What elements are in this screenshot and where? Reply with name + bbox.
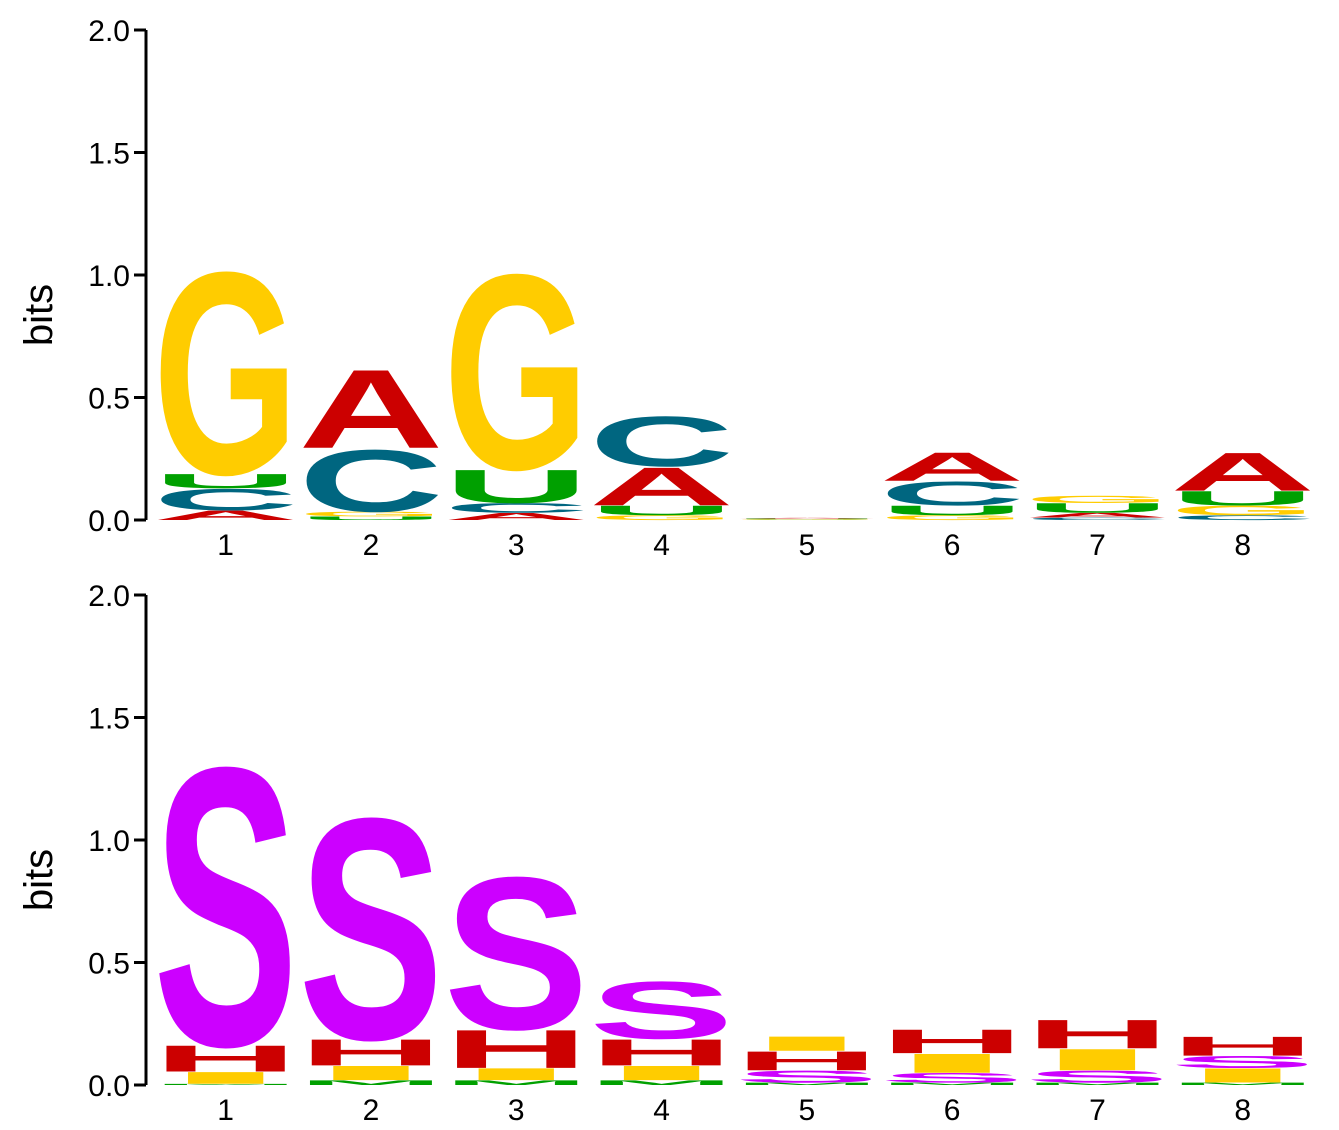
logo-letter-g: G <box>589 514 734 522</box>
y-tick-label: 0.0 <box>88 505 130 538</box>
x-tick-label: 8 <box>1234 1094 1251 1127</box>
logo-letter-m: M <box>444 1079 589 1087</box>
logo-letter-u: U <box>734 518 879 519</box>
x-tick-label: 6 <box>944 529 961 562</box>
logo-letter-c: C <box>444 500 589 515</box>
x-tick-label: 4 <box>653 1094 670 1127</box>
logo-letter-h: H <box>880 1022 1025 1060</box>
logo-letter-s: S <box>734 1067 879 1086</box>
logo-letter-c: C <box>1025 517 1170 521</box>
logo-letter-h: H <box>1025 1011 1170 1057</box>
x-tick-label: 2 <box>363 1094 380 1127</box>
logo-letter-g: G <box>880 514 1025 522</box>
logo-letter-u: U <box>444 460 589 513</box>
y-tick-label: 2.0 <box>88 580 130 613</box>
logo-letter-u: U <box>880 503 1025 518</box>
x-tick-label: 2 <box>363 529 380 562</box>
logo-letter-a: A <box>589 457 734 518</box>
x-tick-label: 5 <box>799 529 816 562</box>
y-tick-label: 1.0 <box>88 825 130 858</box>
logo-letter-u: U <box>153 470 298 493</box>
logo-letter-g: G <box>734 519 879 520</box>
logo-letter-a: A <box>153 508 298 523</box>
logo-letter-c: C <box>298 431 443 530</box>
logo-letter-m: M <box>589 1079 734 1087</box>
logo-letter-g: G <box>1025 494 1170 505</box>
logo-letter-i: I <box>444 1065 589 1084</box>
logo-letter-i: I <box>1170 1064 1315 1087</box>
logo-letter-a: A <box>1170 442 1315 503</box>
logo-letter-u: U <box>1025 500 1170 515</box>
logo-letter-a: A <box>444 511 589 522</box>
logo-letter-s: S <box>153 685 298 1130</box>
logo-letter-m: M <box>1025 1082 1170 1086</box>
logo-letter-m: M <box>1170 1082 1315 1086</box>
x-tick-label: 8 <box>1234 529 1251 562</box>
logo-letter-a: A <box>1025 511 1170 519</box>
y-tick-label: 0.0 <box>88 1070 130 1103</box>
logo-letter-i: I <box>1025 1043 1170 1077</box>
x-tick-label: 1 <box>217 529 234 562</box>
logo-letter-u: U <box>298 515 443 521</box>
x-tick-label: 1 <box>217 1094 234 1127</box>
logo-letter-a: A <box>298 346 443 471</box>
logo-letter-h: H <box>734 1046 879 1076</box>
logo-letter-m: M <box>153 1083 298 1085</box>
logo-letter-s: S <box>298 752 443 1106</box>
x-tick-label: 6 <box>944 1094 961 1127</box>
logo-letter-s: S <box>444 833 589 1076</box>
y-tick-label: 2.0 <box>88 15 130 48</box>
logo-letter-h: H <box>298 1032 443 1074</box>
logo-letter-c: C <box>1170 514 1315 522</box>
logo-letter-g: G <box>1170 503 1315 518</box>
logo-letter-a: A <box>734 518 879 519</box>
logo-letter-i: I <box>589 1062 734 1085</box>
logo-letter-g: G <box>153 212 298 535</box>
logo-letter-i: I <box>880 1048 1025 1078</box>
x-tick-label: 7 <box>1089 529 1106 562</box>
y-tick-label: 0.5 <box>88 383 130 416</box>
x-tick-label: 5 <box>799 1094 816 1127</box>
logo-letter-s: S <box>589 964 734 1055</box>
logo-letter-s: S <box>880 1070 1025 1085</box>
logo-letter-m: M <box>298 1079 443 1087</box>
logo-letter-s: S <box>1025 1067 1170 1086</box>
logo-letter-i: I <box>734 1032 879 1055</box>
logo-letter-c: C <box>589 401 734 481</box>
logo-letter-h: H <box>1170 1031 1315 1061</box>
x-tick-label: 4 <box>653 529 670 562</box>
logo-letter-m: M <box>880 1082 1025 1086</box>
y-axis-title: bits <box>17 284 61 346</box>
logo-letter-i: I <box>298 1062 443 1085</box>
logo-letter-c: C <box>153 483 298 517</box>
logo-letter-h: H <box>444 1019 589 1080</box>
logo-letter-h: H <box>589 1032 734 1074</box>
x-tick-label: 3 <box>508 529 525 562</box>
logo-letter-i: I <box>153 1068 298 1087</box>
y-tick-label: 1.0 <box>88 260 130 293</box>
y-tick-label: 1.5 <box>88 703 130 736</box>
x-tick-label: 3 <box>508 1094 525 1127</box>
logo-letter-m: M <box>734 1082 879 1086</box>
logo-letter-g: G <box>444 217 589 528</box>
logo-letter-h: H <box>153 1038 298 1080</box>
logo-letter-g: G <box>298 510 443 518</box>
y-tick-label: 1.5 <box>88 138 130 171</box>
y-axis-title: bits <box>17 849 61 911</box>
y-tick-label: 0.5 <box>88 948 130 981</box>
logo-letter-s: S <box>1170 1052 1315 1071</box>
logo-letter-a: A <box>880 444 1025 490</box>
logo-letter-u: U <box>1170 487 1315 510</box>
x-tick-label: 7 <box>1089 1094 1106 1127</box>
logo-letter-u: U <box>589 503 734 518</box>
logo-letter-c: C <box>880 474 1025 512</box>
